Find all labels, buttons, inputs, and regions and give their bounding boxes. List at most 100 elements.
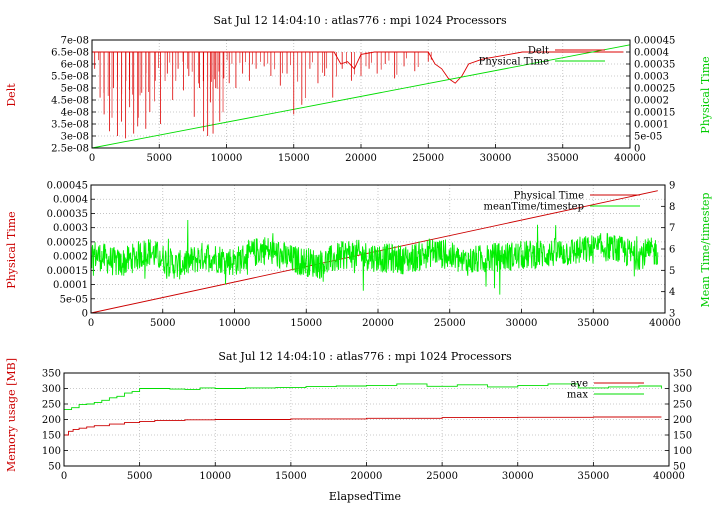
- chart3-series-ave-line: [64, 416, 662, 436]
- chart2-ylabel-left: Physical Time: [5, 211, 18, 288]
- chart2-xtick-label: 30000: [506, 318, 538, 329]
- chart2-ytick-label-right: 7: [669, 223, 675, 234]
- chart2-frame: [90, 184, 666, 314]
- chart1-xtick-label: 15000: [278, 153, 310, 164]
- chart1-ytick-label-left: 3e-08: [61, 132, 89, 143]
- chart3-xtick-label: 20000: [351, 471, 383, 482]
- chart1-ylabel-left: Delt: [5, 83, 18, 107]
- chart2-xtick-label: 0: [88, 318, 94, 329]
- chart3-ytick-label-right: 150: [673, 431, 692, 442]
- chart1-ytick-label-right: 5e-05: [634, 132, 662, 143]
- chart3-xtick-label: 35000: [577, 471, 609, 482]
- chart3-plot: 0 5000 10000 15000 20000 25000 30000 35000 40000…: [42, 369, 692, 483]
- chart1-ytick-label-right: 0.0001: [634, 120, 669, 131]
- chart2-ytick-label-left: 0.0001: [53, 280, 88, 291]
- chart2-ytick-label-left: 0: [82, 309, 88, 320]
- chart2-ylabel-right: Mean Time/timestep: [699, 193, 712, 308]
- chart1-xtick-label: 5000: [147, 153, 172, 164]
- chart1-ytick-label-right: 0.0003: [634, 72, 669, 83]
- chart1-xtick-label: 25000: [412, 153, 444, 164]
- chart2-ytick-label-left: 0.00035: [47, 209, 88, 220]
- chart1-ytick-label-left: 3.5e-08: [51, 120, 89, 131]
- chart3-ytick-label-left: 300: [42, 384, 61, 395]
- chart3-legend-label: ave: [570, 379, 588, 390]
- chart3-title: Sat Jul 12 14:04:10 : atlas776 : mpi 102…: [218, 350, 512, 363]
- chart1-ytick-label-left: 5.5e-08: [51, 72, 89, 83]
- chart1-xtick-label: 10000: [211, 153, 243, 164]
- chart3-xtick-label: 30000: [502, 471, 534, 482]
- chart1-ytick-label-right: 0: [634, 144, 640, 155]
- chart1-ytick-label-left: 7e-08: [61, 36, 89, 47]
- chart1-ytick-label-right: 0.0004: [634, 48, 669, 59]
- chart2-ytick-label-right: 5: [669, 266, 675, 277]
- chart1-xtick-label: 20000: [345, 153, 377, 164]
- chart3-frame: [63, 372, 670, 467]
- chart1-title: Sat Jul 12 14:04:10 : atlas776 : mpi 102…: [213, 14, 507, 27]
- chart2-ytick-label-right: 6: [669, 245, 675, 256]
- chart3-xtick-label: 25000: [426, 471, 458, 482]
- chart2-xtick-label: 35000: [577, 318, 609, 329]
- chart3-ytick-label-right: 100: [673, 446, 692, 457]
- chart3-ytick-label-left: 100: [42, 446, 61, 457]
- chart3-ytick-label-right: 250: [673, 400, 692, 411]
- chart1-ytick-label-left: 6e-08: [61, 60, 89, 71]
- chart3-ytick-label-left: 150: [42, 431, 61, 442]
- chart1-legend-label: Delt: [528, 46, 549, 57]
- chart1-xtick-label: 0: [89, 153, 95, 164]
- chart2-ytick-label-left: 0.0002: [53, 252, 88, 263]
- chart3-xtick-label: 0: [61, 471, 67, 482]
- chart1-ytick-label-right: 0.0002: [634, 96, 669, 107]
- chart2-ytick-label-right: 8: [669, 202, 675, 213]
- chart3-xtick-label: 10000: [199, 471, 231, 482]
- chart3-ytick-label-left: 350: [42, 369, 61, 380]
- chart1-ytick-label-right: 0.00045: [634, 36, 675, 47]
- chart1-ytick-label-left: 5e-08: [61, 84, 89, 95]
- chart1-ytick-label-left: 2.5e-08: [51, 144, 89, 155]
- chart3-ytick-label-right: 50: [673, 462, 686, 473]
- chart3-ylabel-left: Memory usage [MB]: [5, 358, 18, 472]
- chart2-ytick-label-left: 0.0004: [53, 195, 88, 206]
- chart1-ytick-label-left: 4e-08: [61, 108, 89, 119]
- chart3-series-max-line: [64, 383, 662, 411]
- chart1-ytick-label-left: 4.5e-08: [51, 96, 89, 107]
- chart3-ytick-label-right: 300: [673, 384, 692, 395]
- chart3-xlabel: ElapsedTime: [329, 490, 401, 503]
- chart2-ytick-label-right: 9: [669, 181, 675, 192]
- chart2-series-meantime-timestep-line: [90, 219, 659, 295]
- chart2-ytick-label-left: 0.00025: [47, 237, 88, 248]
- chart2-ytick-label-left: 0.0003: [53, 223, 88, 234]
- chart1-xtick-label: 30000: [480, 153, 512, 164]
- chart1-series-physical-time-line: [91, 44, 631, 149]
- chart3-ytick-label-right: 350: [673, 369, 692, 380]
- chart2-xtick-label: 40000: [649, 318, 681, 329]
- chart1-ytick-label-right: 0.00035: [634, 60, 675, 71]
- chart2-ytick-label-left: 0.00015: [47, 266, 88, 277]
- chart3-ytick-label-left: 200: [42, 415, 61, 426]
- chart2-legend-label: Physical Time: [514, 191, 584, 202]
- chart2-ytick-label-left: 5e-05: [60, 294, 88, 305]
- chart3-ytick-label-left: 250: [42, 400, 61, 411]
- chart3-legend-label: max: [567, 390, 588, 401]
- chart1-ytick-label-right: 0.00015: [634, 108, 675, 119]
- chart2-xtick-label: 25000: [434, 318, 466, 329]
- chart2-xtick-label: 10000: [219, 318, 251, 329]
- chart3-xtick-label: 40000: [653, 471, 685, 482]
- chart2-xtick-label: 5000: [150, 318, 175, 329]
- chart1-xtick-label: 40000: [614, 153, 646, 164]
- chart1-legend-label: Physical Time: [479, 57, 549, 68]
- chart2-plot: 0 5000 10000 15000 20000 25000 30000 35000 40000…: [47, 181, 681, 330]
- chart2-ytick-label-right: 4: [669, 287, 675, 298]
- chart3-ytick-label-left: 50: [48, 462, 61, 473]
- chart1-ytick-label-right: 0.00025: [634, 84, 675, 95]
- chart2-ytick-label-right: 3: [669, 309, 675, 320]
- chart2-xtick-label: 15000: [290, 318, 322, 329]
- chart3-xtick-label: 15000: [275, 471, 307, 482]
- chart1-frame: [91, 39, 631, 149]
- chart2-xtick-label: 20000: [362, 318, 394, 329]
- chart1-ylabel-right: Physical Time: [699, 56, 712, 133]
- chart1-xtick-label: 35000: [547, 153, 579, 164]
- chart3-ytick-label-right: 200: [673, 415, 692, 426]
- chart2-ytick-label-left: 0.00045: [47, 181, 88, 192]
